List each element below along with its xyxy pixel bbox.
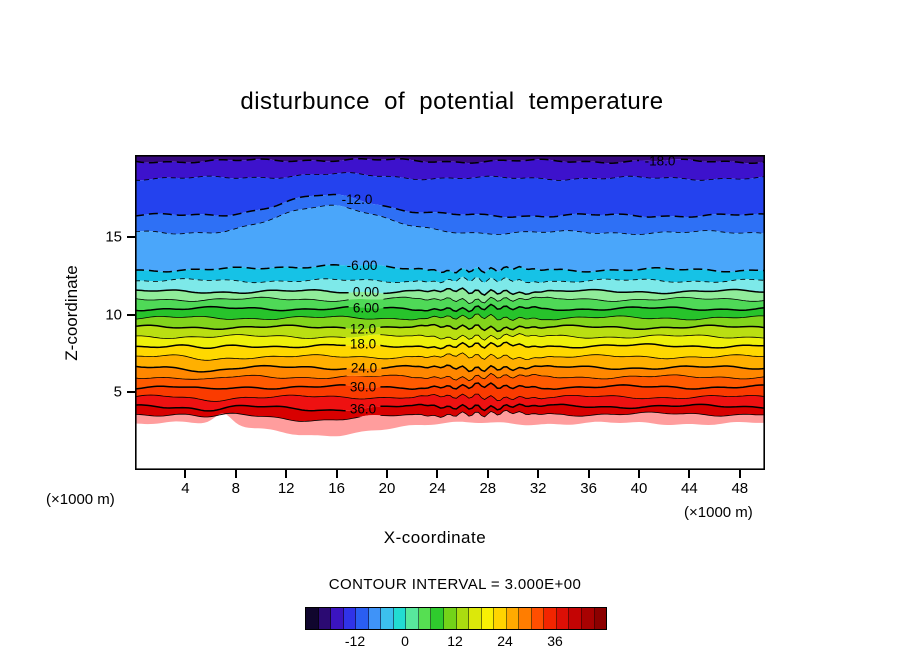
colorbar-segment <box>519 608 532 629</box>
x-tick-label: 16 <box>328 480 345 497</box>
x-tick-mark <box>587 470 590 478</box>
y-tick-mark <box>127 391 135 394</box>
colorbar-segment <box>368 608 382 629</box>
y-tick-label: 5 <box>113 383 122 401</box>
colorbar-segment <box>306 608 319 629</box>
contour-interval-text: CONTOUR INTERVAL = 3.000E+00 <box>328 576 582 593</box>
chart-title: disturbunce of potential temperature <box>240 88 664 115</box>
colorbar-segment <box>393 608 407 629</box>
x-tick-mark <box>688 470 691 478</box>
colorbar-tick-label: 0 <box>401 633 409 649</box>
colorbar-segment <box>456 608 470 629</box>
x-tick-label: 32 <box>529 480 547 497</box>
x-tick-mark <box>184 470 187 478</box>
colorbar-segment <box>582 608 595 629</box>
x-tick-mark <box>386 470 388 478</box>
contour-label: 18.0 <box>350 337 376 352</box>
colorbar-segment <box>444 608 457 629</box>
x-tick-label: 20 <box>378 480 396 497</box>
x-tick-label: 8 <box>231 480 240 497</box>
colorbar-segment <box>381 608 394 629</box>
y-tick-mark <box>127 236 135 239</box>
contour-bands <box>135 155 765 437</box>
x-axis-label: X-coordinate <box>383 528 487 547</box>
x-tick-mark <box>486 470 489 478</box>
contour-label: 6.00 <box>353 300 379 315</box>
colorbar-segment <box>544 608 557 629</box>
x-tick-label: 12 <box>277 480 295 497</box>
x-tick-mark <box>436 470 439 478</box>
colorbar-tick-label: 36 <box>547 633 563 649</box>
colorbar-segment <box>406 608 419 629</box>
x-unit-left: (×1000 m) <box>46 491 115 508</box>
colorbar-segment <box>569 608 583 629</box>
contour-label: -18.0 <box>645 155 676 168</box>
contour-line-labels: -18.0 -12.0 -6.00 0.006.00 12.018.0 24.0 30.0 3… <box>342 155 676 416</box>
x-tick-mark <box>335 470 338 478</box>
contour-label: 0.00 <box>353 285 379 300</box>
x-tick-label: 48 <box>731 480 749 497</box>
contour-label: 36.0 <box>350 401 376 416</box>
x-unit-right: (×1000 m) <box>684 504 753 521</box>
y-tick-mark <box>127 313 135 316</box>
colorbar-segment <box>594 608 607 629</box>
colorbar-tick-label: 12 <box>447 633 463 649</box>
colorbar-segment <box>318 608 332 629</box>
colorbar-segment <box>481 608 495 629</box>
contour-label: 24.0 <box>351 361 377 376</box>
x-tick-label: 24 <box>429 480 446 497</box>
x-tick-label: 4 <box>181 480 190 497</box>
x-tick-mark <box>638 470 640 478</box>
x-tick-mark <box>738 470 741 478</box>
x-tick-label: 40 <box>630 480 648 497</box>
colorbar-segment <box>556 608 570 629</box>
colorbar-segment <box>356 608 369 629</box>
contour-label: -12.0 <box>342 192 373 207</box>
colorbar-segment <box>431 608 445 629</box>
x-tick-label: 36 <box>580 480 597 497</box>
y-tick-label: 15 <box>105 228 122 246</box>
colorbar-segment <box>418 608 432 629</box>
plot-area: -18.0 -12.0 -6.00 0.00 6.00 12.0 18.0 24.0 30.0 3… <box>135 155 765 470</box>
x-tick-mark <box>234 470 237 478</box>
x-tick-mark <box>285 470 288 478</box>
x-tick-label: 28 <box>479 480 497 497</box>
contour-label: 30.0 <box>350 380 376 395</box>
x-tick-mark <box>537 470 540 478</box>
contour-label: 12.0 <box>350 322 376 337</box>
contour-label: -6.00 <box>347 258 378 273</box>
colorbar-tick-label: 24 <box>497 633 513 649</box>
x-tick-label: 44 <box>681 480 698 497</box>
y-tick-label: 10 <box>105 306 122 324</box>
contour-lines <box>135 157 765 422</box>
plot-frame <box>135 155 765 470</box>
colorbar-segment <box>494 608 507 629</box>
colorbar-segment <box>469 608 482 629</box>
contour-plot: -18.0 -12.0 -6.00 0.006.00 12.018.0 24.0 30.0 3… <box>135 155 765 470</box>
colorbar-segment <box>343 608 357 629</box>
colorbar-segment <box>506 608 520 629</box>
colorbar-segment <box>531 608 545 629</box>
colorbar <box>305 607 607 630</box>
colorbar-segment <box>331 608 344 629</box>
colorbar-tick-label: -12 <box>344 633 366 649</box>
